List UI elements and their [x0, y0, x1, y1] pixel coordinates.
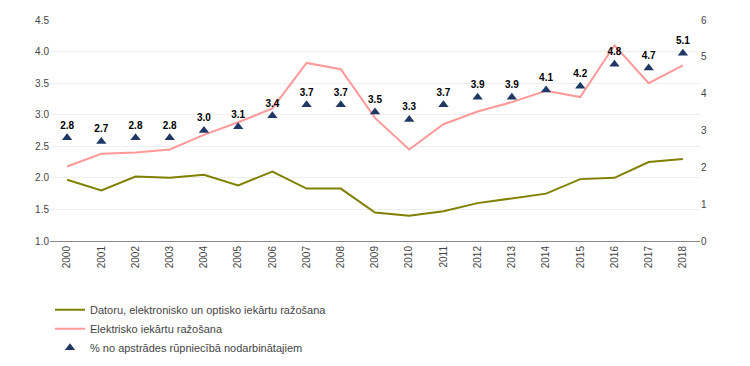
- svg-text:2015: 2015: [575, 246, 586, 269]
- svg-text:3.7: 3.7: [300, 87, 314, 98]
- svg-text:2.7: 2.7: [94, 123, 108, 134]
- svg-text:2.5: 2.5: [35, 141, 49, 152]
- svg-text:2011: 2011: [438, 246, 449, 268]
- svg-text:2002: 2002: [130, 246, 141, 269]
- svg-text:2012: 2012: [472, 246, 483, 269]
- svg-text:4.1: 4.1: [539, 72, 553, 83]
- svg-text:2006: 2006: [267, 246, 278, 269]
- svg-text:2.8: 2.8: [163, 120, 177, 131]
- svg-text:2004: 2004: [198, 246, 209, 269]
- svg-text:3.7: 3.7: [334, 87, 348, 98]
- svg-text:0: 0: [701, 236, 707, 247]
- svg-text:2016: 2016: [609, 246, 620, 269]
- svg-text:3: 3: [701, 125, 707, 136]
- svg-text:1.5: 1.5: [35, 204, 49, 215]
- svg-text:3.9: 3.9: [505, 79, 519, 90]
- svg-text:4.2: 4.2: [573, 68, 587, 79]
- svg-text:3.7: 3.7: [436, 87, 450, 98]
- svg-text:1.0: 1.0: [35, 236, 49, 247]
- svg-text:5: 5: [701, 51, 707, 62]
- svg-text:4.0: 4.0: [35, 46, 49, 57]
- svg-text:2.0: 2.0: [35, 172, 49, 183]
- svg-text:Elektrisko iekārtu ražošana: Elektrisko iekārtu ražošana: [90, 323, 223, 335]
- svg-text:2000: 2000: [61, 246, 72, 269]
- svg-text:3.9: 3.9: [471, 79, 485, 90]
- svg-text:Datoru, elektronisko un optisk: Datoru, elektronisko un optisko iekārtu …: [90, 304, 326, 316]
- svg-text:2: 2: [701, 162, 707, 173]
- svg-text:2005: 2005: [232, 246, 243, 269]
- svg-text:4.5: 4.5: [35, 15, 49, 26]
- svg-text:1: 1: [701, 199, 707, 210]
- svg-text:3.3: 3.3: [402, 101, 416, 112]
- svg-text:4.7: 4.7: [642, 50, 656, 61]
- svg-text:2014: 2014: [540, 246, 551, 269]
- svg-text:2018: 2018: [677, 246, 688, 269]
- svg-text:2017: 2017: [643, 246, 654, 269]
- svg-text:2.8: 2.8: [129, 120, 143, 131]
- svg-text:3.5: 3.5: [368, 94, 382, 105]
- svg-text:3.4: 3.4: [265, 98, 279, 109]
- svg-text:3.5: 3.5: [35, 78, 49, 89]
- svg-text:2007: 2007: [301, 246, 312, 269]
- svg-text:2013: 2013: [506, 246, 517, 269]
- svg-text:3.0: 3.0: [197, 112, 211, 123]
- svg-text:5.1: 5.1: [676, 35, 690, 46]
- svg-text:3.1: 3.1: [231, 109, 245, 120]
- svg-text:3.0: 3.0: [35, 109, 49, 120]
- svg-text:% no apstrādes rūpniecībā noda: % no apstrādes rūpniecībā nodarbinātajie…: [90, 342, 302, 354]
- svg-text:6: 6: [701, 15, 707, 26]
- svg-text:4.8: 4.8: [608, 46, 622, 57]
- svg-text:2010: 2010: [403, 246, 414, 269]
- svg-text:2008: 2008: [335, 246, 346, 269]
- svg-text:2009: 2009: [369, 246, 380, 269]
- svg-text:2.8: 2.8: [60, 120, 74, 131]
- svg-text:4: 4: [701, 88, 707, 99]
- svg-text:2003: 2003: [164, 246, 175, 269]
- svg-text:2001: 2001: [96, 246, 107, 269]
